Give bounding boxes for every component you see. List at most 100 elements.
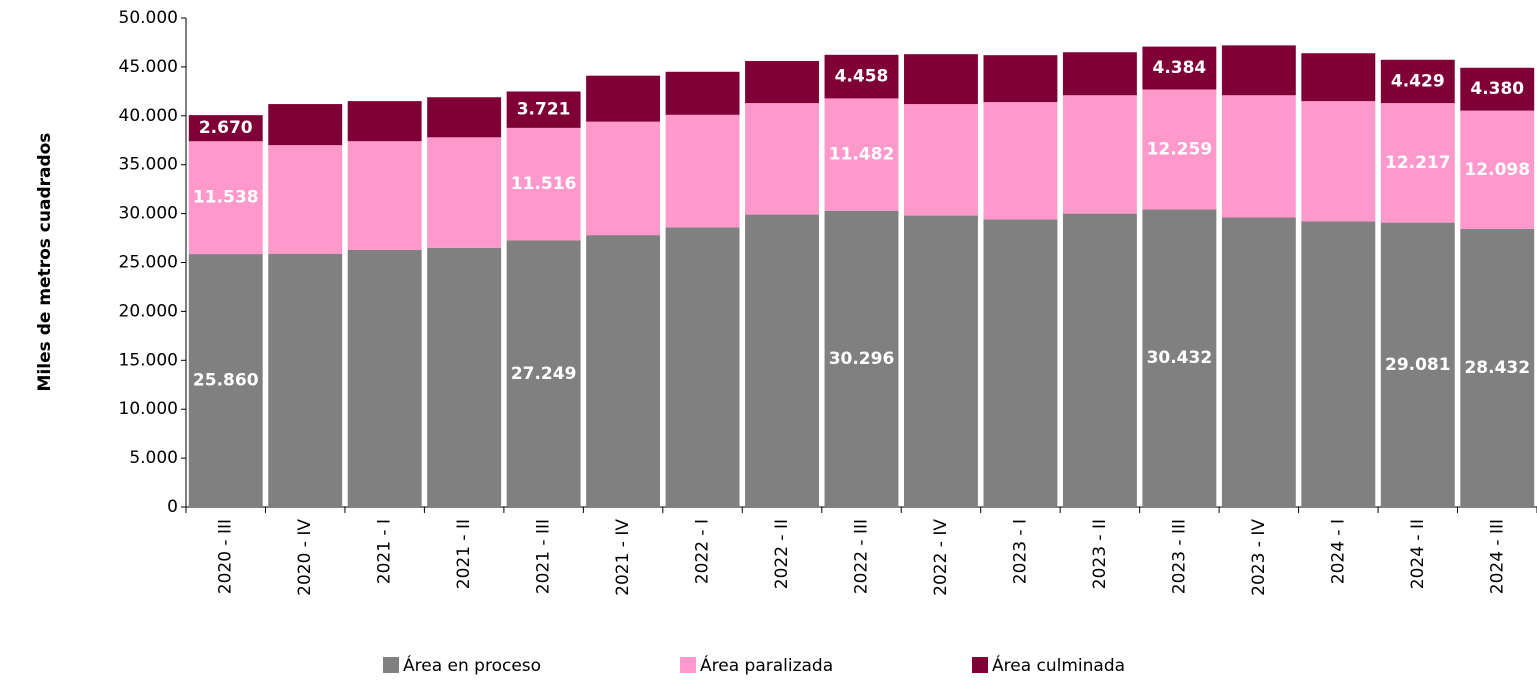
- y-tick-label: 0: [167, 497, 178, 517]
- bar-segment: [824, 98, 899, 211]
- bar-segment: [1301, 221, 1376, 507]
- bar-segment: [268, 104, 343, 146]
- y-tick-label: 30.000: [119, 204, 178, 224]
- bar-segment: [188, 141, 263, 255]
- bar-segment: [983, 102, 1058, 220]
- value-label: 30.432: [1147, 348, 1213, 368]
- x-tick-label: 2021 - I: [375, 519, 395, 584]
- x-tick-label: 2024 - I: [1328, 519, 1348, 584]
- value-label: 11.538: [193, 188, 259, 208]
- bar-segment: [1142, 46, 1217, 90]
- bar-segment: [188, 254, 263, 507]
- x-tick-label: 2024 - II: [1408, 519, 1428, 589]
- bar-segment: [506, 91, 581, 128]
- legend-label: Área en proceso: [403, 654, 541, 676]
- x-tick-label: 2023 - I: [1010, 519, 1030, 584]
- bar-segment: [1380, 222, 1455, 507]
- x-tick-label: 2023 - II: [1090, 519, 1110, 589]
- bar-segment: [347, 141, 422, 250]
- bar-segment: [1460, 67, 1535, 111]
- x-tick-label: 2022 - IV: [931, 519, 951, 596]
- y-tick-label: 25.000: [119, 253, 178, 273]
- x-tick-label: 2021 - IV: [613, 519, 633, 596]
- value-label: 3.721: [517, 100, 571, 120]
- x-tick-label: 2020 - IV: [295, 519, 315, 596]
- x-tick-label: 2020 - III: [216, 519, 236, 594]
- x-tick-label: 2023 - III: [1169, 519, 1189, 594]
- y-tick-label: 10.000: [119, 399, 178, 419]
- bar-segment: [665, 71, 740, 115]
- bar-segment: [1142, 209, 1217, 507]
- bar-segment: [427, 97, 502, 138]
- bar-segment: [1062, 52, 1137, 96]
- bar-segment: [1301, 101, 1376, 222]
- value-label: 4.380: [1470, 79, 1524, 99]
- y-tick-label: 35.000: [119, 155, 178, 175]
- bar-segment: [665, 114, 740, 228]
- bar-segment: [1221, 217, 1296, 507]
- bar-segment: [1301, 53, 1376, 102]
- value-label: 4.429: [1391, 71, 1445, 91]
- legend-swatch: [972, 657, 988, 673]
- value-label: 28.432: [1464, 358, 1530, 378]
- bar-segment: [665, 227, 740, 508]
- bar-segment: [427, 247, 502, 507]
- y-tick-label: 20.000: [119, 301, 178, 321]
- x-tick-label: 2021 - II: [454, 519, 474, 589]
- legend-swatch: [680, 657, 696, 673]
- bar-segment: [983, 55, 1058, 103]
- legend-swatch: [383, 657, 399, 673]
- bar-segment: [1142, 89, 1217, 210]
- bar-segment: [904, 54, 978, 105]
- bar-segment: [745, 103, 819, 215]
- bar-segment: [586, 235, 661, 507]
- x-tick-label: 2023 - IV: [1249, 519, 1269, 596]
- bar-segment: [745, 214, 819, 507]
- bar-segment: [1460, 110, 1535, 229]
- value-label: 4.458: [835, 67, 889, 87]
- value-label: 12.259: [1147, 139, 1213, 159]
- bar-segment: [1380, 103, 1455, 223]
- value-label: 4.384: [1152, 58, 1206, 78]
- value-label: 30.296: [829, 349, 895, 369]
- value-label: 2.670: [199, 118, 253, 138]
- y-tick-label: 50.000: [119, 8, 178, 28]
- y-axis-label: Miles de metros cuadrados: [35, 133, 55, 392]
- y-tick-label: 5.000: [129, 448, 178, 468]
- bar-segment: [1380, 59, 1455, 104]
- x-tick-label: 2022 - II: [772, 519, 792, 589]
- bar-segment: [188, 115, 263, 142]
- value-label: 12.098: [1464, 160, 1530, 180]
- x-tick-label: 2024 - III: [1487, 519, 1507, 594]
- bar-segment: [904, 215, 978, 507]
- bar-segment: [347, 101, 422, 142]
- x-tick-label: 2022 - I: [693, 519, 713, 584]
- bar-segment: [506, 127, 581, 241]
- bar-segment: [983, 219, 1058, 507]
- x-tick-label: 2021 - III: [534, 519, 554, 594]
- bar-segment: [1062, 95, 1137, 214]
- value-label: 11.516: [511, 174, 577, 194]
- bar-segment: [427, 137, 502, 248]
- x-tick-label: 2022 - III: [852, 519, 872, 594]
- y-tick-label: 45.000: [119, 57, 178, 77]
- y-tick-label: 15.000: [119, 350, 178, 370]
- bar-segment: [1460, 228, 1535, 507]
- bar-segment: [586, 121, 661, 236]
- bar-segment: [506, 240, 581, 508]
- bar-segment: [586, 75, 661, 122]
- value-label: 25.860: [193, 371, 259, 391]
- y-tick-label: 40.000: [119, 106, 178, 126]
- bar-segment: [268, 145, 343, 254]
- bar-segment: [1221, 45, 1296, 96]
- bar-segment: [1221, 95, 1296, 218]
- bar-segment: [347, 249, 422, 507]
- value-label: 29.081: [1385, 355, 1451, 375]
- value-label: 11.482: [829, 145, 895, 165]
- legend-label: Área paralizada: [700, 654, 833, 676]
- bar-segment: [268, 253, 343, 507]
- bar-segment: [824, 210, 899, 507]
- value-label: 12.217: [1385, 153, 1451, 173]
- bar-segment: [904, 104, 978, 216]
